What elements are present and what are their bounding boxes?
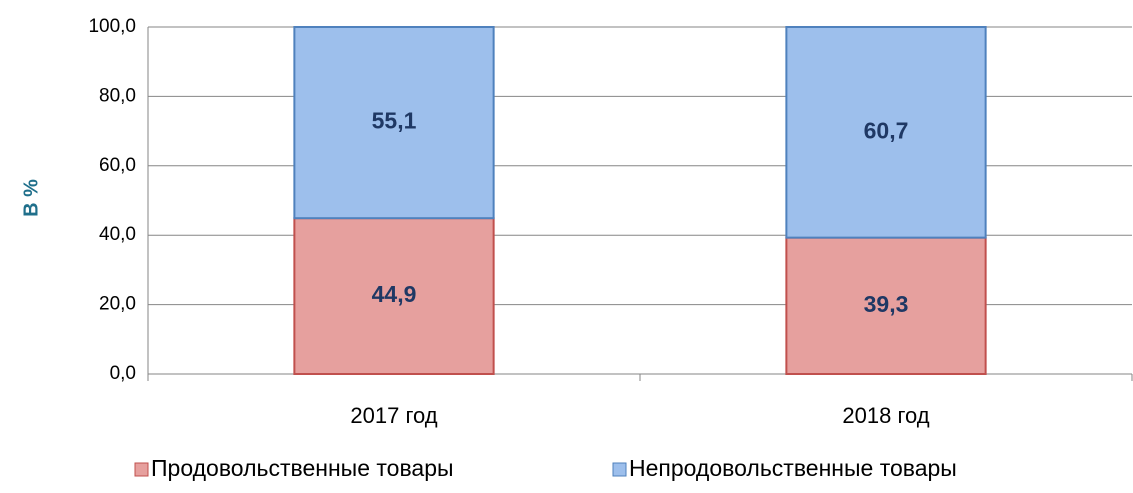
- bar-segment: [785, 26, 987, 239]
- legend-label: Продовольственные товары: [151, 455, 454, 481]
- y-tick-label: 60,0: [99, 155, 136, 176]
- y-tick-label: 0,0: [110, 363, 136, 384]
- legend-swatch: [134, 462, 149, 477]
- value-label: 44,9: [372, 281, 417, 307]
- value-label: 55,1: [372, 108, 417, 134]
- value-label: 39,3: [864, 291, 909, 317]
- y-tick-label: 20,0: [99, 294, 136, 315]
- y-tick-label: 100,0: [88, 16, 136, 37]
- value-label: 60,7: [864, 117, 909, 143]
- x-tick-label: 2018 год: [842, 403, 929, 428]
- y-tick-label: 80,0: [99, 85, 136, 106]
- bar-segment: [293, 26, 495, 220]
- y-tick-label: 40,0: [99, 224, 136, 245]
- x-tick-label: 2017 год: [350, 403, 437, 428]
- y-axis-label: В %: [20, 179, 42, 217]
- legend-swatch: [612, 462, 627, 477]
- bar-segment: [785, 236, 987, 375]
- legend-label: Непродовольственные товары: [629, 455, 957, 481]
